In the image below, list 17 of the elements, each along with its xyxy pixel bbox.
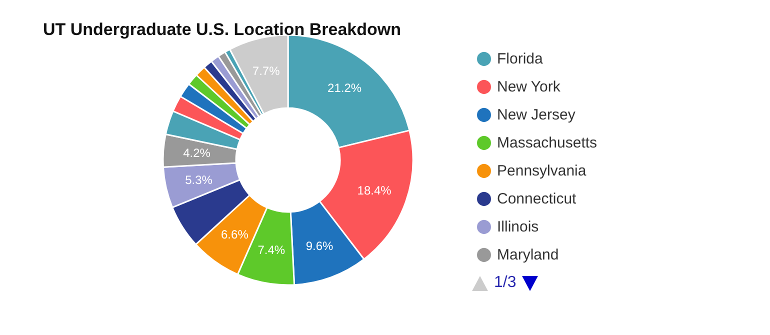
legend-label: New Jersey [497, 106, 576, 124]
data-label: 5.3% [185, 173, 213, 188]
data-label: 7.4% [258, 242, 286, 257]
chart-title: UT Undergraduate U.S. Location Breakdown [43, 20, 401, 39]
data-label: 18.4% [357, 183, 392, 198]
data-label: 9.6% [306, 238, 334, 253]
legend-label: Massachusetts [497, 134, 598, 152]
text: 1/3 [494, 274, 516, 292]
legend-label: Illinois [497, 218, 539, 236]
data-label: 4.2% [183, 146, 211, 160]
legend-label: Maryland [497, 246, 559, 264]
legend-label: Connecticut [497, 190, 578, 208]
data-label: 6.6% [221, 227, 249, 242]
legend-label: New York [497, 78, 561, 96]
legend-label: Pennsylvania [497, 162, 587, 180]
data-label: 21.2% [328, 81, 362, 96]
legend-label: Florida [497, 50, 544, 68]
